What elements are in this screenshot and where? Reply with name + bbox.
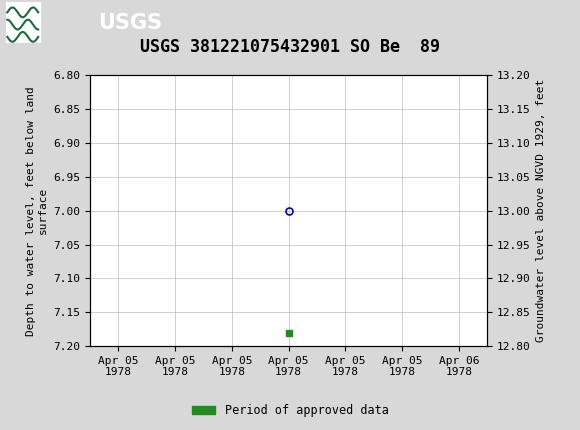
Y-axis label: Groundwater level above NGVD 1929, feet: Groundwater level above NGVD 1929, feet <box>536 79 546 342</box>
Bar <box>6 2 39 43</box>
Text: USGS 381221075432901 SO Be  89: USGS 381221075432901 SO Be 89 <box>140 38 440 56</box>
Text: USGS: USGS <box>99 12 162 33</box>
Y-axis label: Depth to water level, feet below land
surface: Depth to water level, feet below land su… <box>26 86 48 335</box>
Legend: Period of approved data: Period of approved data <box>187 399 393 422</box>
